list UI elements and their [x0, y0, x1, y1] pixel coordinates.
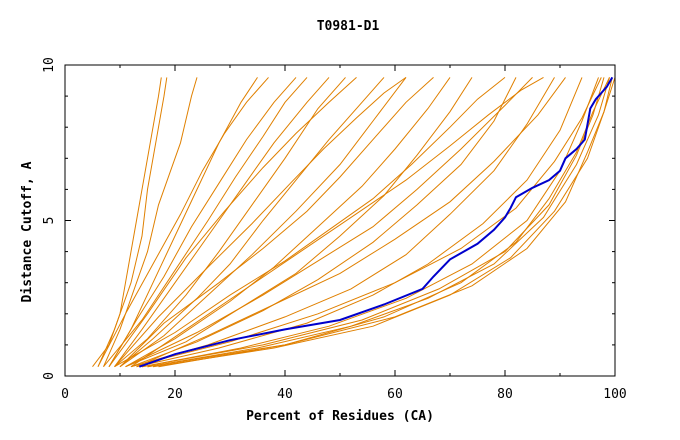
x-tick-label-20: 20 [167, 387, 183, 402]
series-line-2 [97, 77, 168, 367]
series-line-1 [92, 77, 162, 368]
x-tick-label-80: 80 [497, 387, 513, 402]
series-line-11 [125, 77, 473, 368]
highlight-series-group [138, 76, 614, 368]
series-line-25 [108, 77, 357, 367]
plot-area [92, 76, 616, 368]
series-line-8 [119, 77, 385, 368]
series-line-24 [103, 77, 308, 368]
series-line-4 [108, 77, 258, 367]
chart-title: T0981-D1 [317, 19, 380, 34]
series-line-18 [130, 77, 602, 368]
other-series-group [92, 76, 616, 368]
series-line-9 [119, 77, 407, 368]
series-line-13 [130, 77, 555, 368]
series-line-20 [147, 77, 613, 368]
series-line-28 [136, 77, 566, 368]
series-line-6 [114, 77, 330, 367]
series-line-30 [130, 76, 544, 368]
y-tick-label-10: 10 [42, 57, 57, 73]
x-tick-label-100: 100 [603, 387, 626, 402]
axis-tick-labels: 0 20 40 60 80 100 0 5 10 [42, 57, 627, 402]
series-line-10 [125, 77, 451, 368]
series-line-21 [158, 77, 610, 368]
x-axis-label: Percent of Residues (CA) [246, 409, 434, 424]
y-tick-label-0: 0 [42, 372, 57, 380]
series-line-16 [147, 77, 610, 368]
series-line-29 [114, 76, 407, 368]
series-line-22 [114, 77, 506, 368]
series-line-3 [103, 77, 198, 367]
series-line-17 [152, 77, 616, 368]
series-line-14 [136, 77, 583, 368]
series-line-26 [97, 77, 269, 367]
series-line-12 [130, 77, 517, 368]
x-tick-label-60: 60 [387, 387, 403, 402]
x-tick-label-40: 40 [277, 387, 293, 402]
y-tick-label-5: 5 [42, 217, 57, 225]
x-tick-label-0: 0 [61, 387, 69, 402]
y-axis-label: Distance Cutoff, A [20, 161, 35, 302]
series-line-7 [114, 77, 346, 368]
series-line-27 [125, 77, 533, 368]
axis-ticks [64, 64, 616, 377]
highlight-series-line [138, 76, 614, 368]
series-line-5 [108, 77, 297, 367]
series-line-23 [119, 77, 434, 368]
series-line-15 [141, 77, 599, 368]
